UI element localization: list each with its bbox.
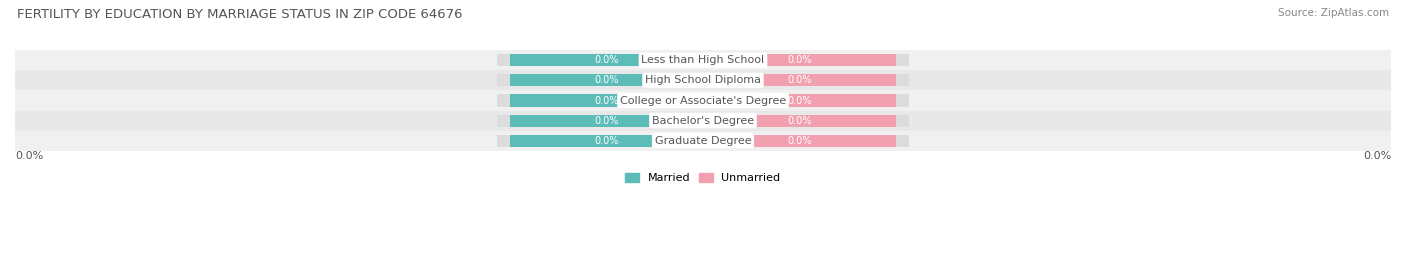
- Text: 0.0%: 0.0%: [787, 75, 811, 86]
- Bar: [15, 111, 1391, 130]
- Text: 0.0%: 0.0%: [595, 116, 619, 126]
- Text: College or Associate's Degree: College or Associate's Degree: [620, 95, 786, 105]
- Bar: [703, 54, 910, 66]
- Bar: [703, 75, 896, 86]
- Bar: [510, 115, 703, 127]
- Bar: [510, 54, 703, 66]
- Text: 0.0%: 0.0%: [15, 151, 44, 161]
- Bar: [703, 75, 910, 86]
- Bar: [703, 94, 896, 107]
- Text: 0.0%: 0.0%: [787, 95, 811, 105]
- Text: High School Diploma: High School Diploma: [645, 75, 761, 86]
- Text: 0.0%: 0.0%: [787, 136, 811, 146]
- Text: 0.0%: 0.0%: [595, 136, 619, 146]
- Text: 0.0%: 0.0%: [1362, 151, 1391, 161]
- Text: 0.0%: 0.0%: [787, 116, 811, 126]
- Bar: [15, 130, 1391, 151]
- Text: 0.0%: 0.0%: [595, 55, 619, 65]
- Bar: [510, 94, 703, 107]
- Text: 0.0%: 0.0%: [787, 55, 811, 65]
- Text: Source: ZipAtlas.com: Source: ZipAtlas.com: [1278, 8, 1389, 18]
- Bar: [703, 115, 910, 127]
- Bar: [703, 115, 896, 127]
- Bar: [15, 70, 1391, 90]
- Bar: [496, 75, 703, 86]
- Bar: [703, 54, 896, 66]
- Bar: [510, 134, 703, 147]
- Bar: [703, 94, 910, 107]
- Bar: [703, 134, 910, 147]
- Bar: [15, 90, 1391, 111]
- Bar: [496, 54, 703, 66]
- Bar: [510, 75, 703, 86]
- Bar: [496, 134, 703, 147]
- Text: 0.0%: 0.0%: [595, 95, 619, 105]
- Text: Bachelor's Degree: Bachelor's Degree: [652, 116, 754, 126]
- Bar: [703, 134, 896, 147]
- Text: Graduate Degree: Graduate Degree: [655, 136, 751, 146]
- Text: Less than High School: Less than High School: [641, 55, 765, 65]
- Bar: [496, 94, 703, 107]
- Legend: Married, Unmarried: Married, Unmarried: [621, 169, 785, 188]
- Bar: [496, 115, 703, 127]
- Text: FERTILITY BY EDUCATION BY MARRIAGE STATUS IN ZIP CODE 64676: FERTILITY BY EDUCATION BY MARRIAGE STATU…: [17, 8, 463, 21]
- Bar: [15, 50, 1391, 70]
- Text: 0.0%: 0.0%: [595, 75, 619, 86]
